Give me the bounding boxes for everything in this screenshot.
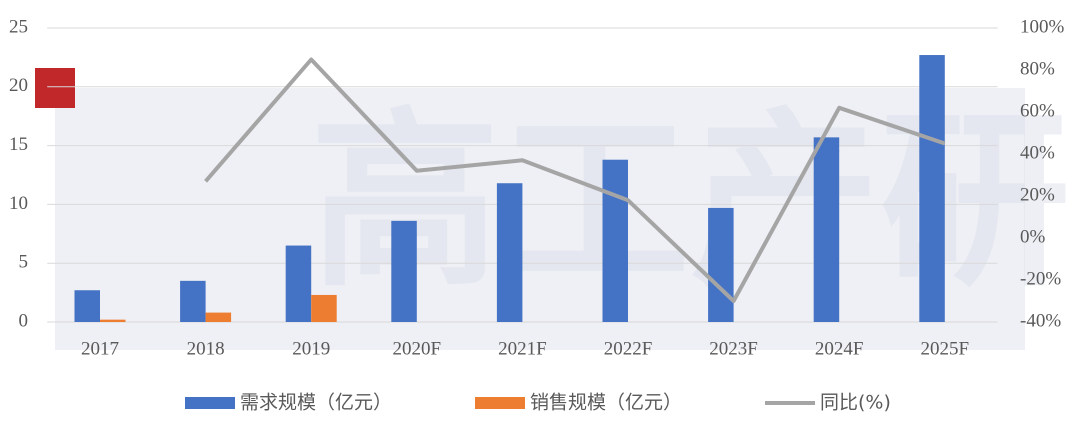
bar (496, 183, 523, 322)
y-tick-label: 0 (19, 310, 29, 331)
watermark-band (55, 88, 1025, 350)
bar (285, 245, 312, 322)
y-tick-label: 15 (9, 134, 28, 155)
x-tick-label: 2022F (604, 338, 653, 359)
y-tick-label: 5 (19, 252, 29, 273)
x-tick-label: 2018 (187, 338, 225, 359)
bar (205, 312, 232, 322)
bar (180, 280, 206, 322)
y2-tick-label: 80% (1020, 58, 1055, 79)
bar (311, 294, 337, 322)
legend-text: 需求规模（亿元） (240, 392, 392, 414)
line (204, 57, 946, 303)
bar (100, 319, 126, 322)
x-tick-label: 2020F (393, 338, 442, 359)
legend-text: 销售规模（亿元） (530, 392, 682, 414)
y2-tick-label: 60% (1020, 100, 1055, 121)
x-tick-label: 2021F (498, 338, 547, 359)
y2-tick-label: -40% (1020, 310, 1061, 331)
x-tick-label: 2019 (292, 338, 330, 359)
y2-tick-label: 20% (1020, 184, 1055, 205)
watermark-logo (35, 68, 75, 108)
y2-tick-label: 100% (1020, 16, 1065, 37)
bar (813, 137, 840, 322)
bar (919, 55, 945, 322)
y2-tick-label: 0% (1020, 226, 1046, 247)
x-tick-label: 2025F (921, 338, 970, 359)
legend-text: 同比(%) (820, 392, 891, 414)
y-tick-label: 10 (9, 193, 28, 214)
bar (391, 220, 417, 322)
y-tick-label: 25 (9, 16, 28, 37)
y2-tick-label: 40% (1020, 142, 1055, 163)
x-tick-label: 2023F (709, 338, 758, 359)
watermark: 高工产研 (310, 91, 1070, 312)
y2-tick-label: -20% (1020, 268, 1061, 289)
legend-swatch (185, 397, 235, 409)
x-tick-label: 2017 (81, 338, 119, 359)
bar (74, 290, 100, 322)
bar (708, 207, 734, 322)
x-tick-label: 2024F (815, 338, 864, 359)
legend-swatch (475, 397, 525, 409)
bar (602, 159, 628, 322)
y-tick-label: 20 (9, 75, 28, 96)
